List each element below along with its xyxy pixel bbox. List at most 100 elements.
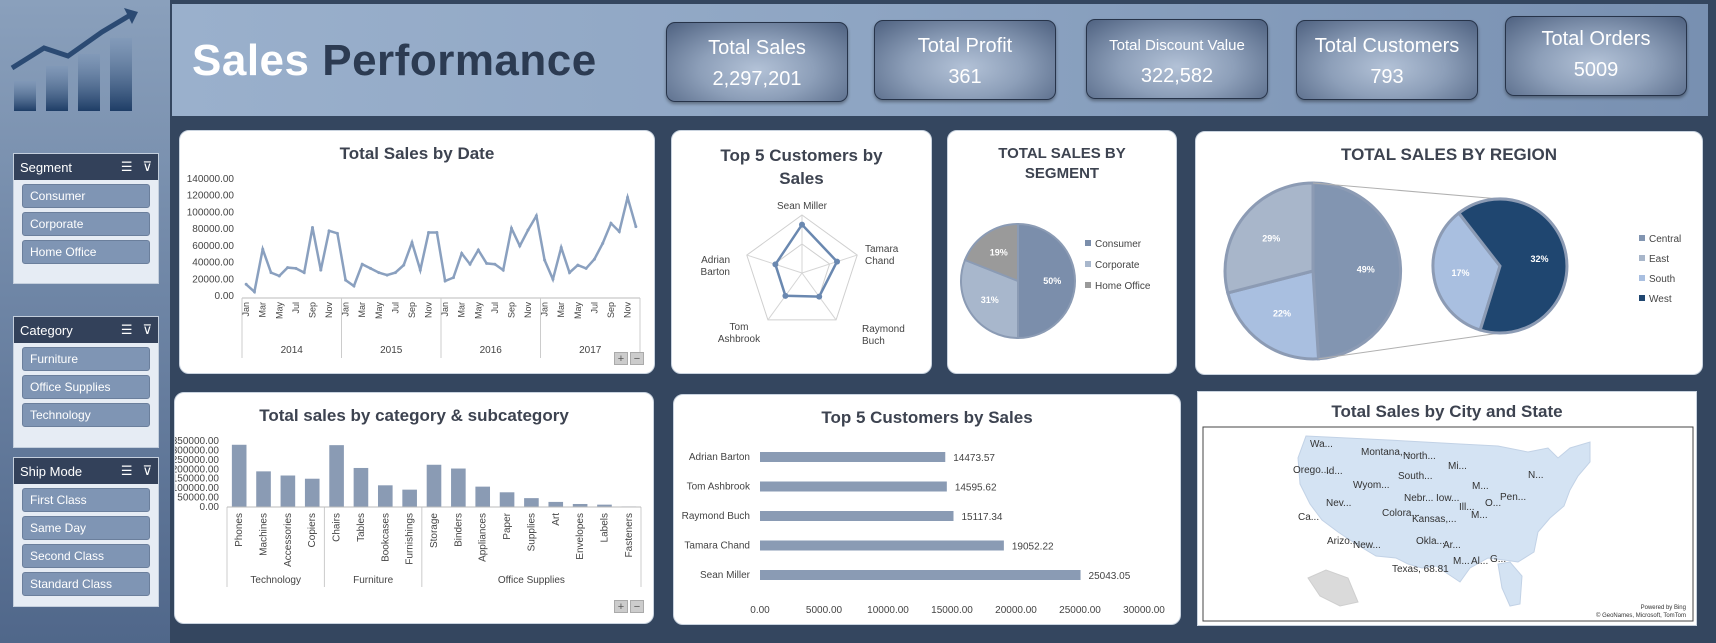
sales-line-point: [327, 229, 331, 233]
month-tick-label: Jul: [291, 302, 301, 314]
map-state-label: Pen...: [1500, 492, 1526, 503]
multi-select-icon[interactable]: ☰: [120, 463, 133, 478]
chart-title: TOTAL SALES BY REGION: [1341, 145, 1557, 164]
top5-bar-panel: Top 5 Customers by Sales Adrian Barton 14…: [673, 394, 1181, 625]
map-state-label: M...: [1471, 510, 1488, 521]
subcategory-label: Phones: [234, 513, 245, 547]
map-state-label: South...: [1398, 471, 1432, 482]
bar-data-label: 14595.62: [955, 483, 997, 494]
map-state-label: Montana,...: [1361, 447, 1411, 458]
subcategory-label: Chairs: [332, 513, 343, 542]
subcategory-label: Binders: [453, 513, 464, 547]
subcategory-label: Supplies: [526, 513, 537, 551]
top5-radar-panel: Top 5 Customers by Sales Sean Miller Tama…: [671, 130, 932, 374]
map-state-label: Ill...: [1459, 502, 1475, 513]
sales-map[interactable]: Wa... Montana,...North... Mi... Orego...Id.…: [1198, 392, 1698, 627]
month-tick-label: Sep: [307, 302, 317, 318]
subcategory-bar: [572, 503, 588, 507]
multi-select-icon[interactable]: ☰: [120, 322, 133, 337]
legend-label: Consumer: [1095, 239, 1142, 250]
subcategory-label: Fasteners: [624, 513, 635, 557]
region-data-label: 32%: [1531, 254, 1549, 264]
category-group-label: Furniture: [353, 575, 393, 586]
us-map-shape: [1297, 435, 1591, 583]
sales-line-point: [584, 266, 588, 270]
sales-line-point: [319, 268, 323, 272]
x-tick-label: 10000.00: [867, 605, 909, 616]
slicer-item[interactable]: Furniture: [22, 347, 150, 371]
map-state-label: Nebr...: [1404, 493, 1433, 504]
kpi-total-orders: Total Orders 5009: [1505, 16, 1687, 96]
radar-point: [834, 258, 841, 265]
customer-bar: [760, 540, 1004, 551]
chart-title: Total Sales by City and State: [1331, 402, 1563, 421]
region-main-slice: [1311, 181, 1403, 361]
month-tick-label: Nov: [523, 302, 533, 319]
chart-title: TOTAL SALES BY SEGMENT: [998, 145, 1126, 182]
expand-field-icon[interactable]: +: [614, 352, 628, 365]
map-state-label: Colora...: [1382, 508, 1420, 519]
customer-label: Raymond Buch: [682, 511, 750, 522]
month-tick-label: Jan: [540, 302, 550, 317]
sales-line-point: [526, 228, 530, 232]
slicer-item[interactable]: Second Class: [22, 544, 150, 568]
slicer-item[interactable]: First Class: [22, 488, 150, 512]
month-tick-label: Jan: [341, 302, 351, 317]
subcategory-label: Appliances: [478, 513, 489, 562]
month-tick-label: Mar: [457, 302, 467, 318]
slicer-item[interactable]: Office Supplies: [22, 375, 150, 399]
month-tick-label: Mar: [258, 302, 268, 318]
legend-label: Central: [1649, 234, 1681, 245]
sales-line-point: [476, 248, 480, 252]
sales-line-point: [568, 271, 572, 275]
slicer-item[interactable]: Technology: [22, 403, 150, 427]
sales-line-point: [534, 214, 538, 218]
subcategory-bar: [304, 478, 320, 507]
ship-mode-slicer: Ship Mode ☰ ⊽ First Class Same Day Second…: [13, 457, 159, 607]
slicer-item[interactable]: Standard Class: [22, 572, 150, 596]
sales-line-point: [626, 195, 630, 199]
region-data-label: 22%: [1273, 309, 1291, 319]
kpi-total-discount-value: Total Discount Value 322,582: [1086, 19, 1268, 99]
sales-growth-logo-icon: [10, 6, 152, 118]
map-state-label: G...: [1490, 554, 1506, 565]
slicer-item[interactable]: Home Office: [22, 240, 150, 264]
y-tick-label: 200000.00: [175, 464, 219, 475]
year-label: 2015: [380, 345, 403, 356]
map-state-label: Arizo...: [1327, 536, 1358, 547]
connector-line: [1318, 332, 1501, 360]
radar-category-label: Sean Miller: [777, 201, 828, 212]
y-tick-label: 60000.00: [192, 241, 234, 252]
y-tick-label: 100000.00: [187, 207, 235, 218]
slicer-item[interactable]: Consumer: [22, 184, 150, 208]
radar-point: [799, 221, 805, 228]
customer-label: Tom Ashbrook: [687, 482, 751, 493]
kpi-label: Total Sales: [708, 37, 806, 59]
map-state-label: Ca...: [1298, 512, 1319, 523]
radar-category-label: Adrian Barton: [701, 255, 730, 278]
chart-title: Total sales by category & subcategory: [259, 406, 569, 425]
sales-line-point: [418, 268, 422, 272]
map-state-label: Id...: [1326, 466, 1343, 477]
radar-category-label: Raymond Buch: [862, 324, 905, 347]
clear-filter-icon[interactable]: ⊽: [142, 463, 152, 478]
y-tick-label: 140000.00: [187, 174, 235, 185]
segment-slice: [963, 222, 1019, 283]
collapse-field-icon[interactable]: −: [630, 600, 644, 613]
expand-field-icon[interactable]: +: [614, 600, 628, 613]
multi-select-icon[interactable]: ☰: [120, 159, 133, 174]
collapse-field-icon[interactable]: −: [630, 352, 644, 365]
alaska-shape: [1307, 569, 1359, 607]
y-tick-label: 250000.00: [175, 455, 219, 466]
clear-filter-icon[interactable]: ⊽: [142, 322, 152, 337]
sales-by-date-panel: Total Sales by Date 140000.00 120000.00 10…: [179, 130, 655, 374]
bar-data-label: 14473.57: [953, 453, 995, 464]
clear-filter-icon[interactable]: ⊽: [142, 159, 152, 174]
slicer-item[interactable]: Corporate: [22, 212, 150, 236]
title-word-2: Performance: [322, 36, 597, 85]
slicer-item[interactable]: Same Day: [22, 516, 150, 540]
legend-label: West: [1649, 294, 1672, 305]
month-tick-label: Sep: [606, 302, 616, 318]
kpi-value: 5009: [1573, 59, 1619, 81]
kpi-value: 322,582: [1140, 65, 1214, 87]
